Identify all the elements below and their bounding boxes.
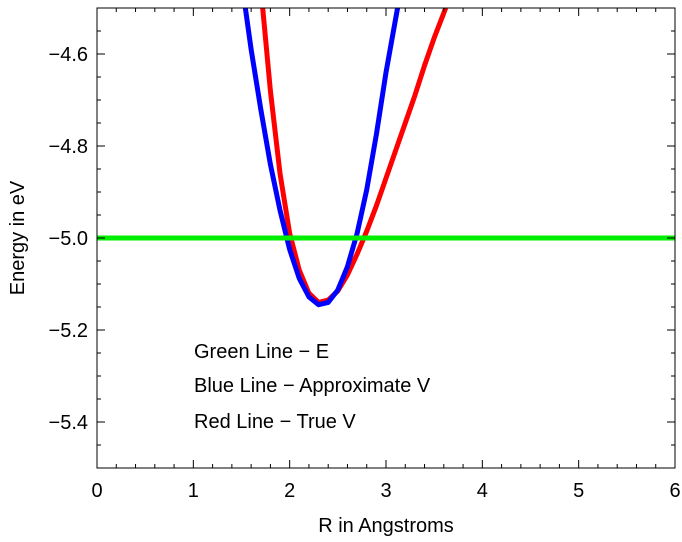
ticks-layer: 0 1 2 3 4 5 6 −4.6 −4.8 −5.0 −5.2 −5.4 <box>49 7 681 502</box>
y-tick-label: −5.4 <box>49 412 88 434</box>
x-tick-label: 0 <box>91 480 102 502</box>
x-tick-label: 2 <box>284 480 295 502</box>
x-tick-label: 5 <box>573 480 584 502</box>
x-tick-label: 1 <box>188 480 199 502</box>
x-tick-label: 3 <box>380 480 391 502</box>
y-tick-label: −5.0 <box>49 228 88 250</box>
y-axis-title: Energy in eV <box>7 180 29 295</box>
x-tick-label: 6 <box>669 480 680 502</box>
annotation-green-line: Green Line − E <box>194 341 329 363</box>
annotation-red-line: Red Line − True V <box>194 411 356 433</box>
series-layer <box>97 8 675 308</box>
series-approx-v <box>242 8 401 308</box>
annotation-blue-line: Blue Line − Approximate V <box>194 375 431 397</box>
y-tick-label: −5.2 <box>49 320 88 342</box>
y-tick-label: −4.8 <box>49 136 88 158</box>
y-tick-label: −4.6 <box>49 44 88 66</box>
x-axis-title: R in Angstroms <box>318 515 454 537</box>
x-tick-label: 4 <box>477 480 488 502</box>
